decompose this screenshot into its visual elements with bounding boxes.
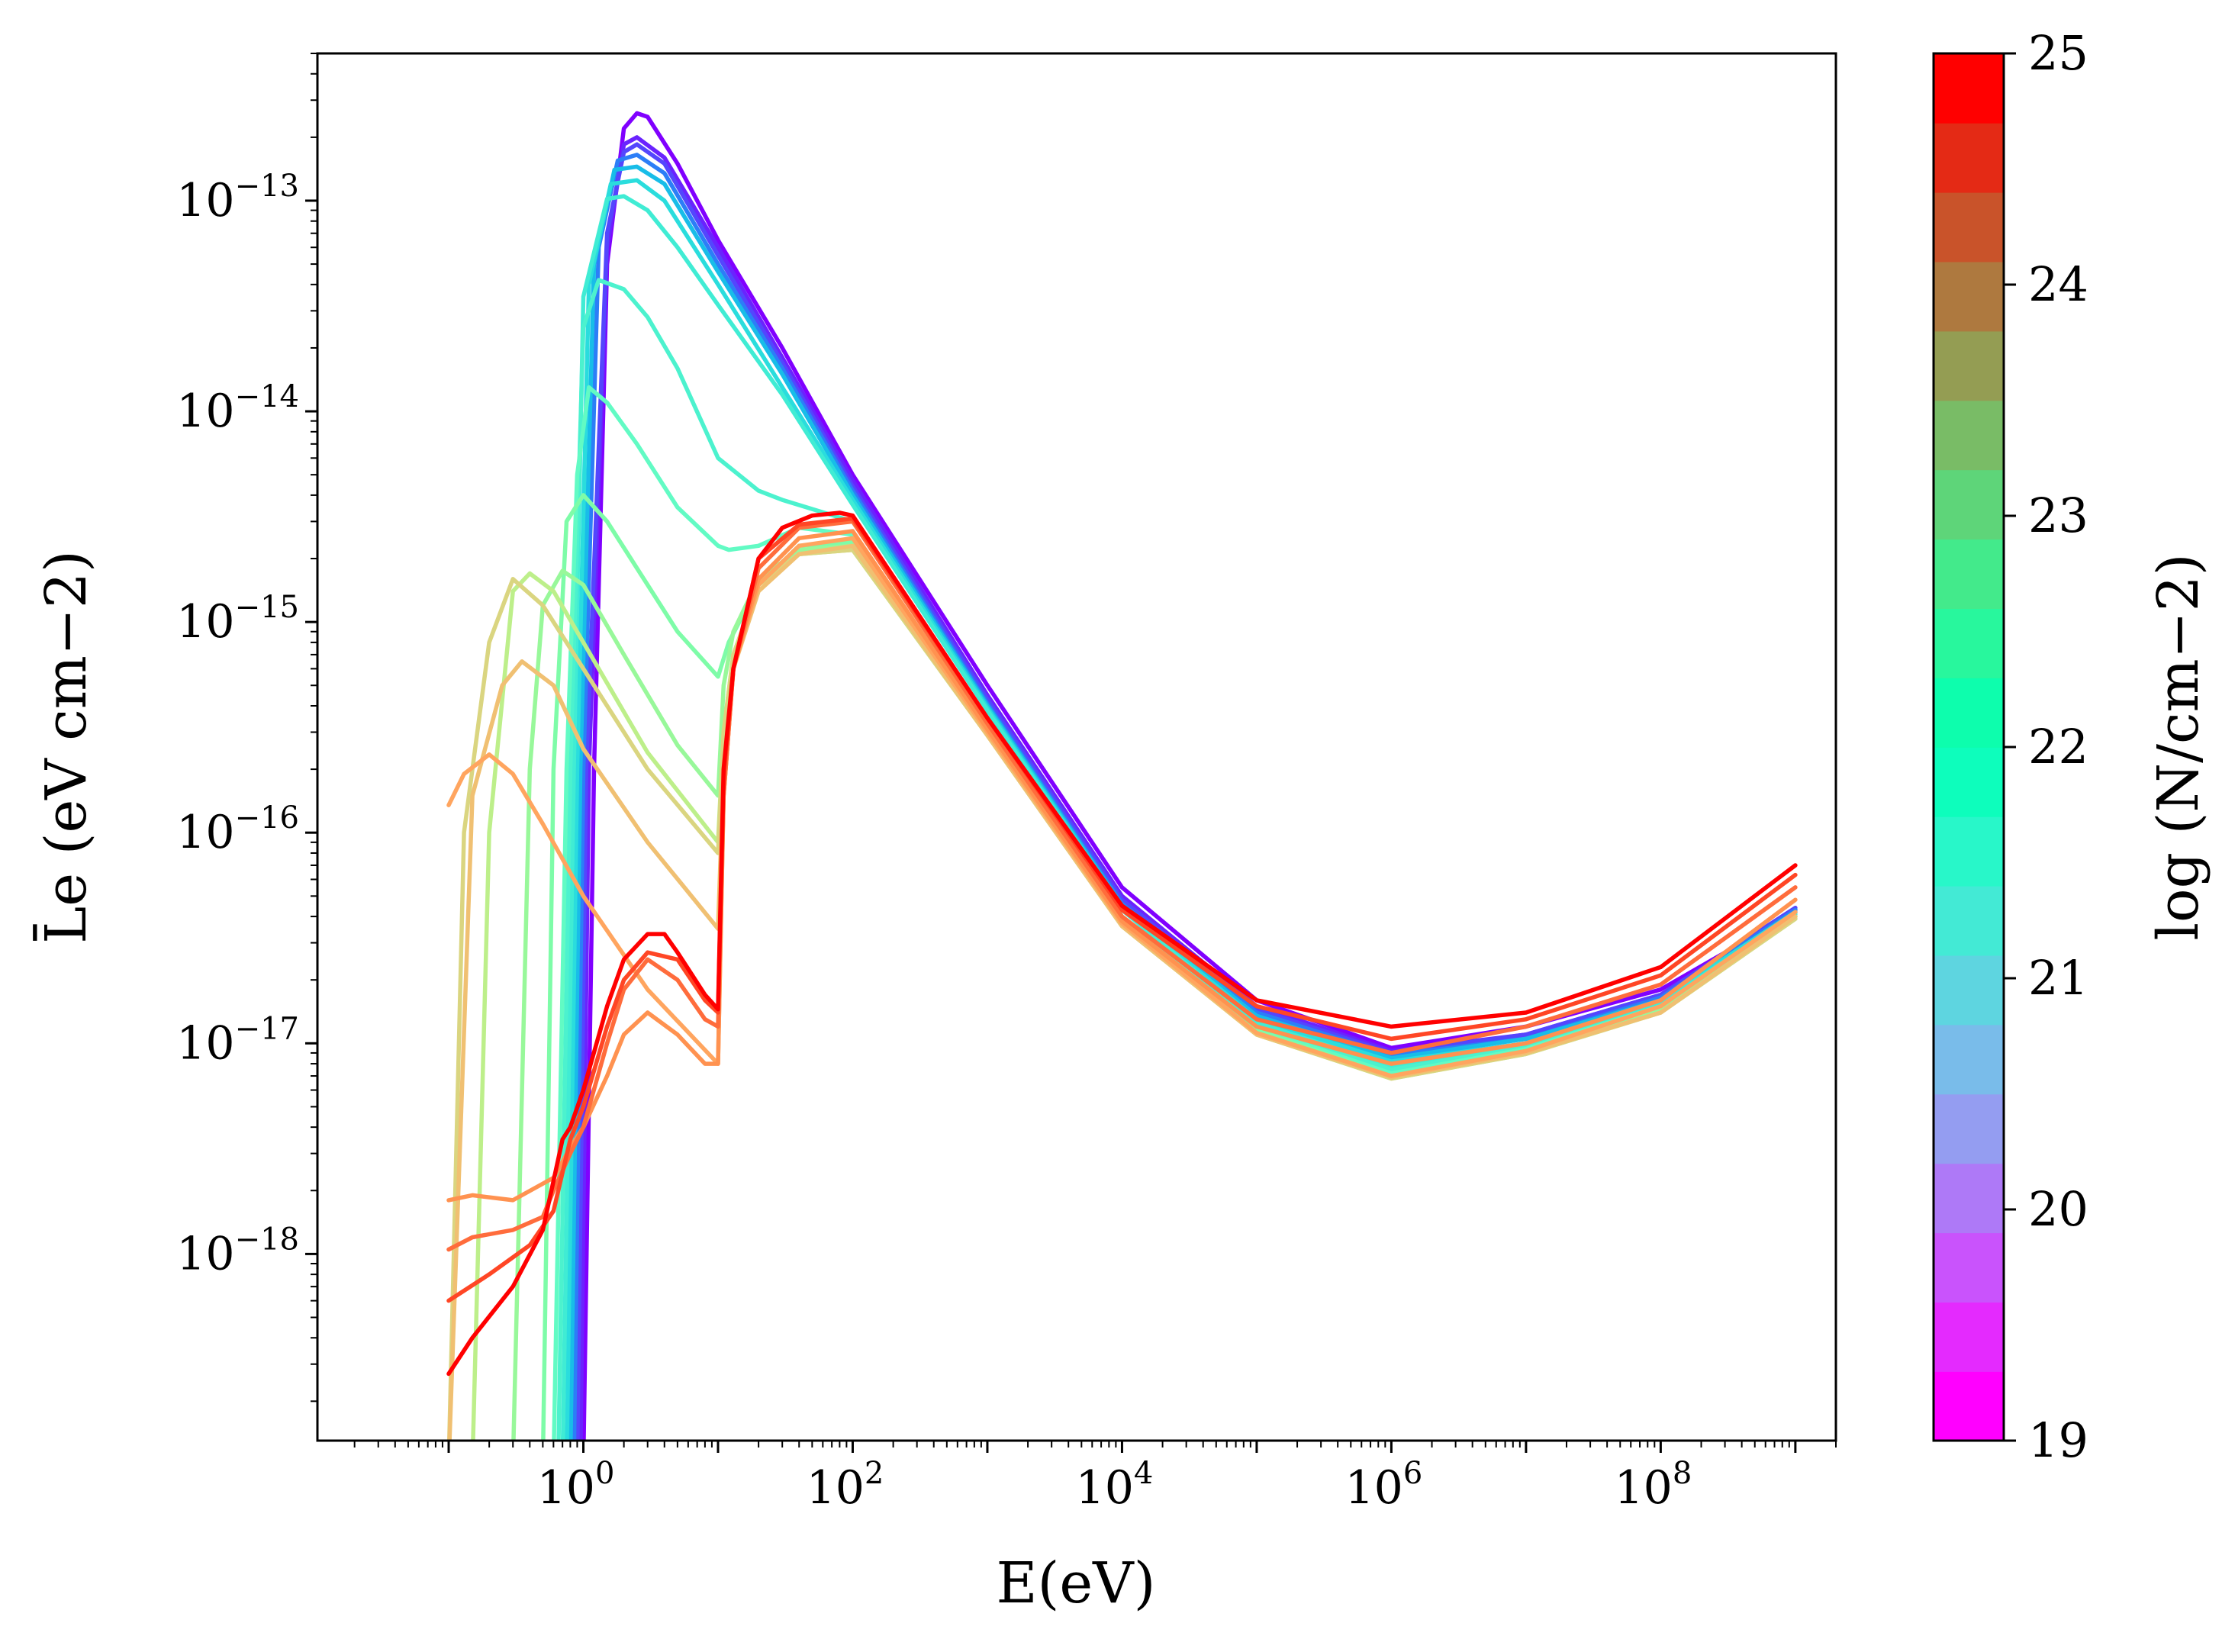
plot-frame <box>316 52 1837 1442</box>
colorbar-swatch <box>1934 1163 2004 1234</box>
y-tick-label: 10−17 <box>176 1011 299 1070</box>
colorbar-swatch <box>1934 539 2004 609</box>
colorbar-swatch <box>1934 1302 2004 1372</box>
colorbar-swatch <box>1934 261 2004 332</box>
series-group <box>446 111 1798 1441</box>
series-line-7 <box>556 278 1798 1441</box>
y-tick-label: 10−13 <box>176 169 299 227</box>
y-axis-ticks: 10−13 10−14 10−15 10−16 10−17 10−18 <box>176 53 317 1402</box>
x-tick-label: 102 <box>807 1456 884 1515</box>
colorbar-tick-label: 20 <box>2028 1181 2088 1237</box>
colorbar-swatch <box>1934 1232 2004 1303</box>
colorbar-swatch <box>1934 747 2004 817</box>
colorbar-swatch <box>1934 122 2004 193</box>
series-line-6 <box>560 194 1798 1441</box>
colorbar-swatch <box>1934 330 2004 401</box>
colorbar-swatch <box>1934 955 2004 1026</box>
colorbar-swatch <box>1934 885 2004 956</box>
colorbar-tick-label: 23 <box>2028 488 2088 543</box>
colorbar-swatch <box>1934 192 2004 262</box>
x-tick-label: 106 <box>1345 1456 1423 1515</box>
colorbar-tick-label: 24 <box>2028 256 2088 312</box>
x-axis-ticks: 100 102 104 106 108 <box>353 1441 1837 1515</box>
colorbar-swatch <box>1934 678 2004 748</box>
x-tick-label: 108 <box>1614 1456 1692 1515</box>
colorbar-swatch <box>1934 816 2004 887</box>
x-tick-label: 104 <box>1076 1456 1154 1515</box>
colorbar-swatch <box>1934 469 2004 540</box>
y-tick-label: 10−16 <box>176 800 299 859</box>
colorbar-tick-label: 19 <box>2028 1412 2088 1468</box>
y-tick-label: 10−18 <box>176 1222 299 1280</box>
series-line-18 <box>446 510 1798 1377</box>
colorbar-tick-label: 21 <box>2028 950 2088 1006</box>
y-axis-title: L̄e (eV cm−2) <box>33 550 99 944</box>
colorbar-swatch <box>1934 608 2004 678</box>
series-line-8 <box>552 385 1798 1441</box>
x-axis-title: E(eV) <box>997 1551 1156 1616</box>
colorbar-tick-label: 22 <box>2028 719 2088 774</box>
colorbar-tick-label: 25 <box>2028 25 2088 81</box>
colorbar-swatch <box>1934 53 2004 124</box>
colorbar: 19 20 21 22 23 24 25 <box>1932 25 2088 1468</box>
y-tick-label: 10−15 <box>176 590 299 649</box>
x-tick-label: 100 <box>537 1456 615 1515</box>
colorbar-title: log (N/cm−2) <box>2146 553 2211 940</box>
y-tick-label: 10−14 <box>176 379 299 438</box>
series-line-2 <box>575 142 1798 1441</box>
colorbar-swatch <box>1934 400 2004 471</box>
colorbar-swatch <box>1934 1371 2004 1441</box>
colorbar-swatch <box>1934 1093 2004 1164</box>
colorbar-swatch <box>1934 1024 2004 1095</box>
